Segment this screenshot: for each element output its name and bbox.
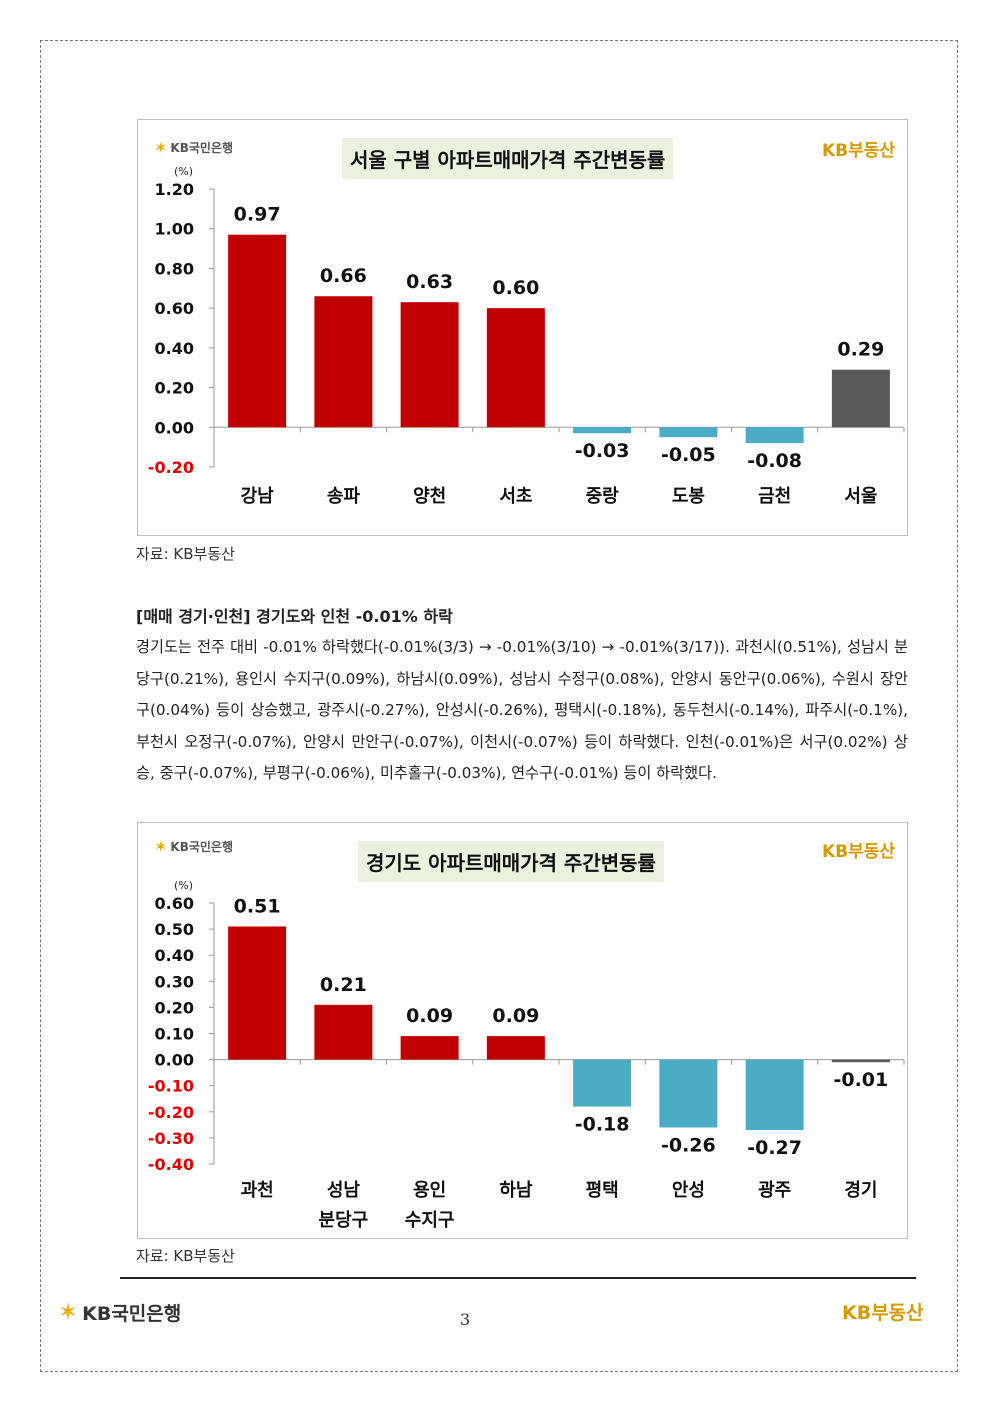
y-tick-label: -0.10 (148, 1077, 194, 1096)
y-tick-label: 0.60 (155, 894, 194, 913)
data-label: 0.51 (234, 895, 281, 917)
bar (314, 296, 373, 428)
category-label: 도봉 (672, 486, 705, 507)
data-label: 0.97 (234, 204, 281, 226)
category-label: 평택 (586, 1180, 619, 1201)
bar (228, 926, 287, 1060)
y-tick-label: 0.10 (155, 1025, 194, 1044)
y-tick-label: 0.80 (155, 259, 194, 278)
kb-star-icon: ✶ (154, 138, 168, 157)
data-label: 0.09 (406, 1005, 453, 1027)
chart-source: 자료: KB부동산 (136, 1247, 235, 1265)
y-tick-label: 0.60 (155, 299, 194, 318)
footer-bank-text: KB국민은행 (82, 1302, 182, 1325)
y-tick-label: 0.00 (155, 418, 194, 437)
data-label: -0.26 (661, 1134, 716, 1156)
footer-kb-bank-logo: ✶ KB국민은행 (58, 1298, 181, 1326)
category-label: 강남 (241, 486, 275, 507)
bar (486, 1036, 545, 1060)
data-label: -0.05 (661, 444, 716, 466)
chart-title: 서울 구별 아파트매매가격 주간변동률 (342, 138, 674, 179)
category-label: 송파 (327, 486, 361, 507)
category-label: 서울 (844, 486, 877, 507)
kb-land-logo: KB부동산 (822, 141, 896, 161)
bar (745, 427, 804, 444)
chart-title: 경기도 아파트매매가격 주간변동률 (358, 841, 664, 882)
category-label: 금천 (758, 486, 791, 507)
y-axis-unit: (%) (174, 879, 193, 892)
y-tick-label: -0.30 (148, 1129, 194, 1148)
y-axis-unit: (%) (174, 165, 193, 178)
category-label: 안성 (672, 1180, 705, 1201)
bar (228, 234, 287, 428)
y-tick-label: 0.30 (155, 972, 194, 991)
bar (831, 369, 890, 428)
category-label: 수지구 (405, 1210, 455, 1231)
data-label: -0.01 (833, 1069, 888, 1091)
data-label: 0.21 (320, 974, 367, 996)
y-tick-label: -0.20 (148, 458, 194, 477)
y-tick-label: 0.50 (155, 920, 194, 939)
data-label: 0.29 (837, 339, 884, 361)
data-label: -0.03 (575, 440, 630, 462)
bar (314, 1004, 373, 1060)
y-tick-label: -0.40 (148, 1155, 194, 1174)
seoul-chart: ✶ KB국민은행 서울 구별 아파트매매가격 주간변동률 KB부동산 (%) 1.… (137, 119, 908, 536)
kb-bank-logo: ✶ KB국민은행 (154, 138, 233, 157)
footer-divider (120, 1277, 916, 1279)
y-tick-label: 0.00 (155, 1051, 194, 1070)
bar (745, 1059, 804, 1131)
kb-star-icon: ✶ (58, 1298, 79, 1326)
y-tick-label: 1.00 (155, 220, 194, 239)
page-border (40, 40, 958, 1372)
bar (400, 1036, 459, 1060)
category-label: 양천 (413, 486, 446, 507)
bar (659, 427, 718, 438)
y-tick-label: 1.20 (155, 180, 194, 199)
bar (573, 1059, 632, 1107)
kb-bank-logo-text: KB국민은행 (170, 840, 234, 854)
data-label: 0.63 (406, 271, 453, 293)
gyeonggi-chart: ✶ KB국민은행 경기도 아파트매매가격 주간변동률 KB부동산 (%) 0.60… (137, 822, 908, 1239)
page-number: 3 (460, 1310, 471, 1329)
category-label: 광주 (758, 1180, 791, 1201)
category-label: 경기 (844, 1180, 877, 1201)
category-label: 중랑 (586, 486, 620, 507)
y-tick-label: 0.40 (155, 946, 194, 965)
gyeonggi-chart-plot: (%) 0.60 0.50 0.40 0.30 0.20 0.10 0.00 -0.10 -0.2… (148, 879, 905, 1231)
kb-bank-logo: ✶ KB국민은행 (154, 837, 233, 856)
category-label: 서초 (499, 486, 532, 507)
data-label: 0.66 (320, 265, 367, 287)
y-tick-label: 0.40 (155, 339, 194, 358)
y-tick-label: 0.20 (155, 379, 194, 398)
data-label: -0.27 (747, 1137, 802, 1159)
bar (400, 302, 459, 428)
bar (573, 427, 632, 434)
section-paragraph: 경기도는 전주 대비 -0.01% 하락했다(-0.01%(3/3) → -0.… (136, 638, 908, 782)
chart-source: 자료: KB부동산 (136, 545, 235, 563)
data-label: -0.18 (575, 1114, 630, 1136)
category-label: 용인 (413, 1180, 446, 1201)
y-tick-label: -0.20 (148, 1103, 194, 1122)
bar (486, 308, 545, 428)
category-label: 하남 (499, 1180, 533, 1201)
footer-kb-land-logo: KB부동산 (842, 1302, 924, 1324)
category-label: 성남 (327, 1180, 361, 1201)
data-label: -0.08 (747, 450, 802, 472)
section-heading: [매매 경기·인천] 경기도와 인천 -0.01% 하락 (136, 607, 453, 626)
category-label: 과천 (241, 1180, 274, 1201)
data-label: 0.60 (492, 277, 539, 299)
seoul-chart-plot: (%) 1.20 1.00 0.80 0.60 0.40 0.20 0.00 -0.20 0.97… (148, 165, 905, 507)
category-label: 분당구 (319, 1210, 369, 1231)
kb-land-logo: KB부동산 (822, 842, 896, 862)
kb-star-icon: ✶ (154, 837, 168, 856)
data-label: 0.09 (492, 1005, 539, 1027)
kb-bank-logo-text: KB국민은행 (170, 141, 234, 155)
bar (659, 1059, 718, 1128)
y-tick-label: 0.20 (155, 998, 194, 1017)
bar (831, 1059, 890, 1063)
